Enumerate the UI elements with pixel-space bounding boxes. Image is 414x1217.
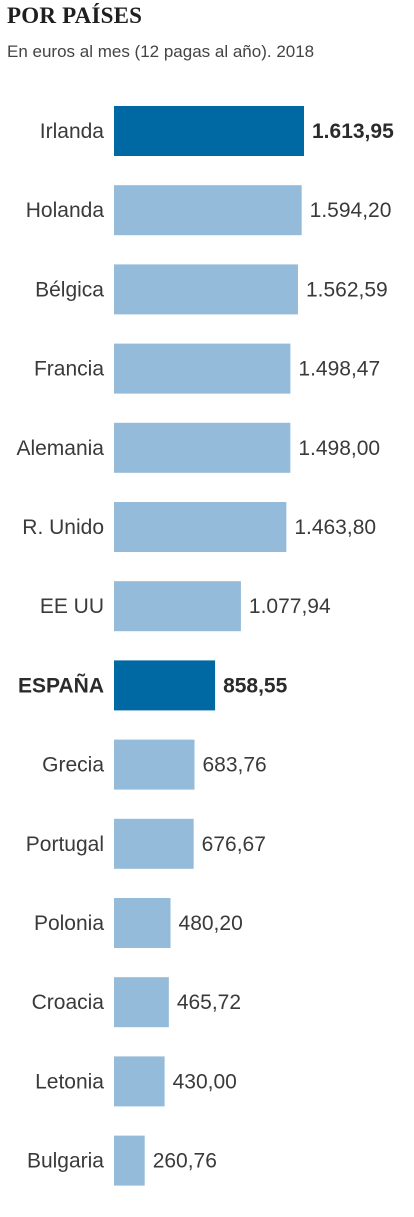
bar bbox=[114, 264, 298, 315]
chart-subtitle: En euros al mes (12 pagas al año). 2018 bbox=[7, 42, 315, 61]
bar bbox=[114, 581, 241, 632]
value-label: 430,00 bbox=[173, 1070, 237, 1093]
bars-group: Irlanda 1.613,95 Holanda 1.594,20 Bélgica 1.5… bbox=[16, 106, 394, 1186]
category-label: Alemania bbox=[16, 437, 104, 460]
value-label: 683,76 bbox=[202, 754, 266, 777]
category-label: Portugal bbox=[26, 833, 104, 856]
bar bbox=[114, 422, 291, 473]
value-label: 480,20 bbox=[179, 912, 243, 935]
category-label: Grecia bbox=[42, 754, 104, 777]
bar bbox=[114, 185, 302, 236]
bar bbox=[114, 739, 195, 790]
value-label: 1.498,47 bbox=[298, 358, 380, 381]
bar bbox=[114, 106, 304, 156]
value-label: 858,55 bbox=[223, 674, 288, 697]
category-label: Letonia bbox=[35, 1070, 104, 1093]
category-label: Francia bbox=[34, 358, 104, 381]
category-label: Holanda bbox=[26, 199, 105, 222]
bar bbox=[114, 818, 194, 869]
category-label: Bélgica bbox=[35, 278, 104, 301]
bar bbox=[114, 1056, 165, 1107]
value-label: 465,72 bbox=[177, 991, 241, 1014]
chart-title: POR PAÍSES bbox=[7, 3, 143, 28]
category-label: Bulgaria bbox=[27, 1150, 104, 1173]
bar bbox=[114, 898, 171, 948]
category-label: ESPAÑA bbox=[18, 674, 104, 697]
value-label: 676,67 bbox=[202, 833, 266, 856]
value-label: 1.077,94 bbox=[249, 595, 331, 618]
bar bbox=[114, 343, 291, 394]
category-label: Irlanda bbox=[40, 120, 105, 143]
category-label: Polonia bbox=[34, 912, 104, 935]
category-label: Croacia bbox=[32, 991, 105, 1014]
bar bbox=[114, 1135, 145, 1186]
value-label: 1.594,20 bbox=[310, 199, 392, 222]
value-label: 1.613,95 bbox=[312, 120, 394, 143]
category-label: EE UU bbox=[40, 595, 104, 618]
value-label: 260,76 bbox=[153, 1150, 217, 1173]
value-label: 1.562,59 bbox=[306, 278, 388, 301]
category-label: R. Unido bbox=[22, 516, 104, 539]
bar bbox=[114, 502, 287, 552]
bar bbox=[114, 660, 216, 711]
value-label: 1.463,80 bbox=[294, 516, 376, 539]
value-label: 1.498,00 bbox=[298, 437, 380, 460]
bar bbox=[114, 977, 169, 1028]
